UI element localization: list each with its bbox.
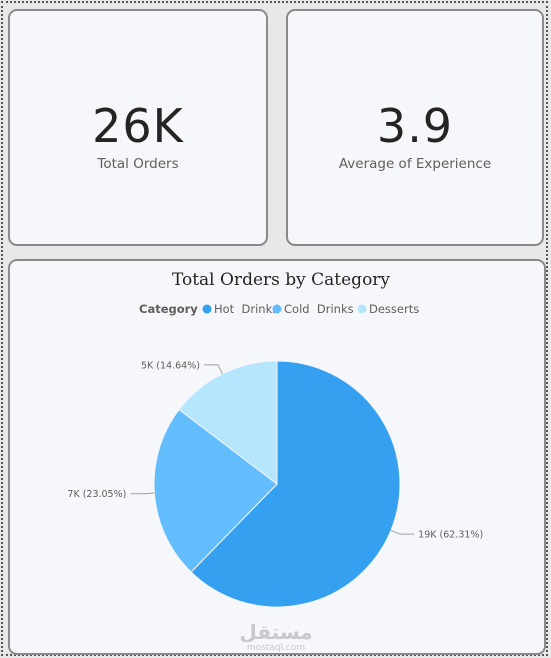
pie-slice-2[interactable]	[178, 360, 278, 486]
pie-chart: Total Orders by Category Category Hot Dr…	[67, 270, 483, 653]
chart-legend: Category Hot Drinks Cold Drinks Desserts	[139, 302, 419, 316]
legend-entry-2[interactable]: Desserts	[369, 302, 419, 316]
leader-line-0	[390, 529, 415, 535]
total-orders-card[interactable]: 26K Total Orders	[8, 9, 268, 246]
legend-swatch-0	[202, 304, 212, 314]
pie-slice-0[interactable]	[190, 360, 401, 608]
average-experience-value: 3.9	[376, 99, 454, 153]
data-label-2: 5K (14.64%)	[141, 360, 200, 371]
data-label-1: 7K (23.05%)	[67, 489, 126, 500]
data-label-0: 19K (62.31%)	[418, 530, 483, 541]
average-experience-label: Average of Experience	[338, 156, 492, 172]
legend-entry-1[interactable]: Cold Drinks	[284, 302, 354, 316]
watermark-arabic: مستقل	[239, 620, 312, 644]
total-orders-value: 26K	[92, 99, 184, 153]
legend-swatch-2	[357, 304, 367, 314]
legend-title: Category	[139, 302, 198, 316]
leader-line-1	[130, 492, 155, 495]
pie-slices	[153, 360, 401, 608]
leader-line-2	[203, 364, 223, 375]
chart-title: Total Orders by Category	[172, 270, 390, 290]
category-pie-chart-card[interactable]: Total Orders by Category Category Hot Dr…	[8, 259, 546, 655]
pie-slice-1[interactable]	[153, 408, 278, 573]
legend-swatch-1	[272, 304, 282, 314]
average-experience-card[interactable]: 3.9 Average of Experience	[286, 9, 544, 246]
pie-data-labels: 19K (62.31%) 7K (23.05%) 5K (14.64%)	[67, 360, 483, 540]
watermark-latin: mostaql.com	[247, 643, 305, 653]
legend-entry-0[interactable]: Hot Drinks	[214, 302, 278, 316]
total-orders-label: Total Orders	[97, 156, 179, 172]
